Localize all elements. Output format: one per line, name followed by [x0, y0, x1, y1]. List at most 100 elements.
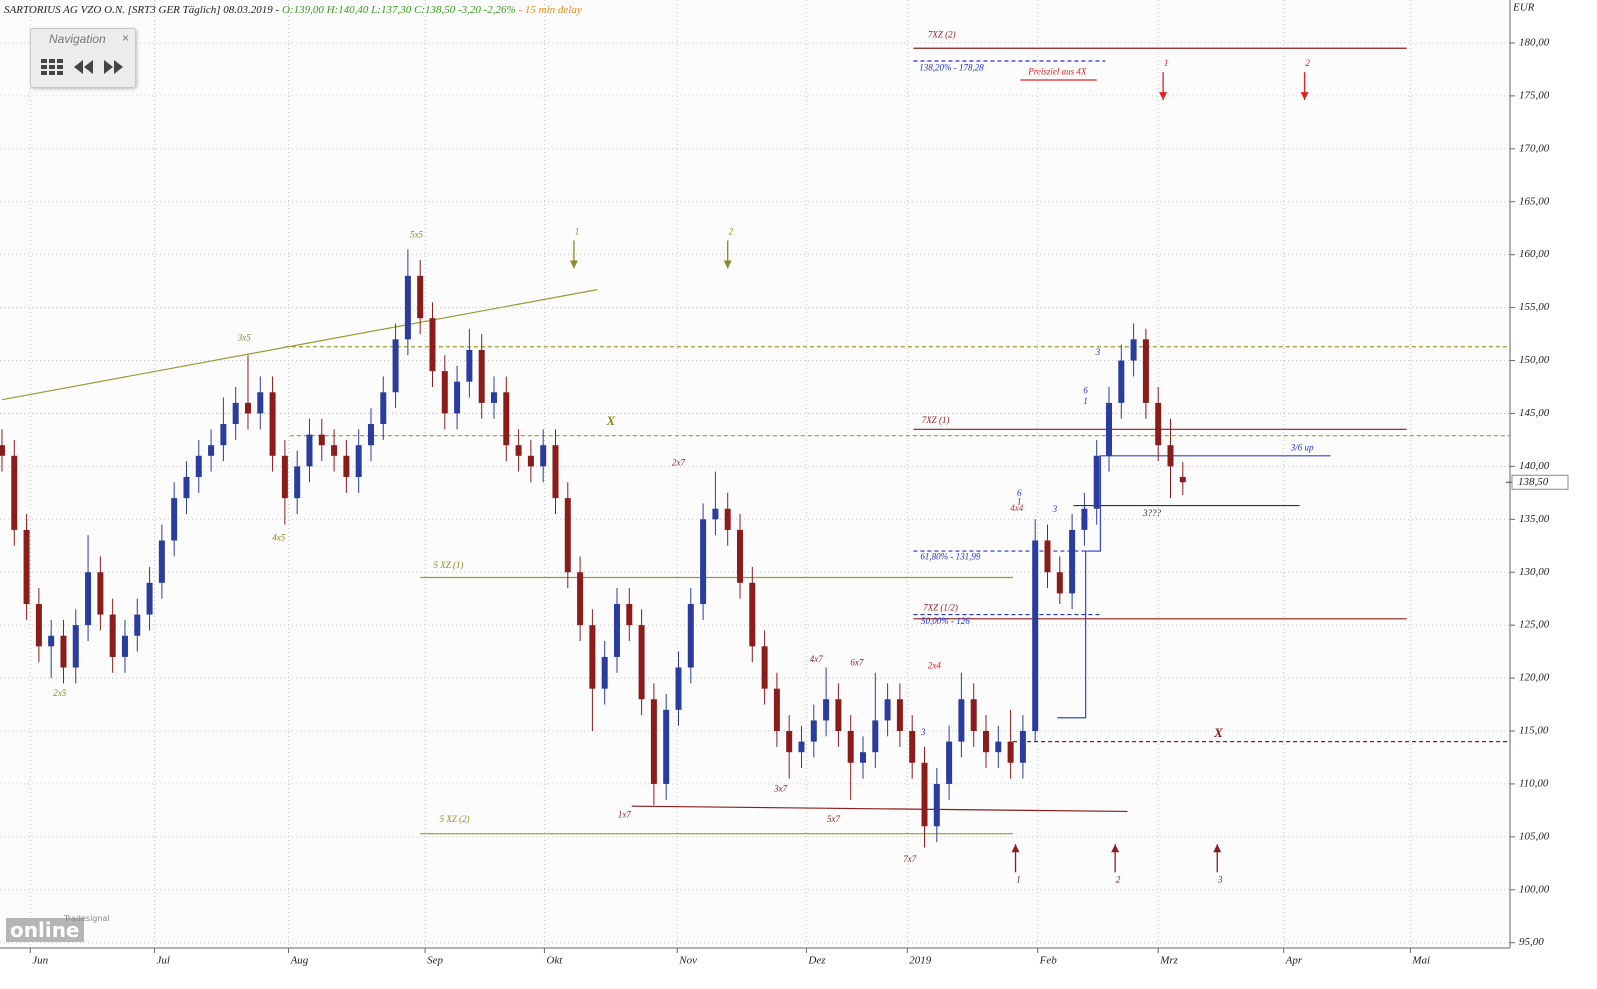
candle-body	[490, 392, 497, 403]
y-tick-label: 160,00	[1519, 248, 1550, 260]
annotation: 2x7	[672, 457, 685, 467]
candle-body	[355, 445, 362, 477]
candle-body	[466, 349, 473, 382]
annotation: 6x7	[850, 657, 863, 667]
candle-body	[946, 741, 953, 784]
y-tick-label: 100,00	[1519, 883, 1550, 895]
logo-big: online	[6, 918, 84, 942]
candle-body	[1142, 339, 1149, 403]
candle-body	[417, 275, 424, 319]
annotation: 61,80% - 131,99	[920, 551, 980, 561]
candle-body	[835, 699, 842, 732]
annotation: 1	[1017, 496, 1022, 506]
arrow-label: 2	[728, 227, 733, 237]
arrow-label: 1	[1164, 58, 1169, 68]
candle-body	[761, 646, 768, 689]
candle-body	[527, 455, 534, 467]
annotation: 3	[920, 727, 926, 737]
candle-body	[257, 392, 264, 414]
grid-icon[interactable]	[41, 59, 63, 75]
plot-background	[0, 0, 1510, 948]
candle-body	[958, 699, 965, 742]
candle-body	[712, 508, 719, 520]
back-button[interactable]	[74, 60, 93, 74]
candle-body	[1019, 731, 1026, 763]
candle-body	[1093, 455, 1100, 509]
candle-body	[392, 339, 399, 393]
x-tick-label: Dez	[807, 955, 826, 967]
y-tick-label: 110,00	[1519, 777, 1549, 789]
candle-body	[306, 434, 313, 467]
candle-body	[773, 688, 780, 732]
candle-body	[1167, 445, 1174, 467]
candle-body	[158, 540, 165, 583]
y-tick-label: 140,00	[1519, 460, 1550, 472]
y-tick-label: 95,00	[1519, 936, 1544, 948]
logo-small: Tradesignal	[64, 914, 110, 923]
arrow-head	[1159, 92, 1168, 101]
navigation-panel: Navigation ×	[30, 28, 136, 88]
last-price-label: 138,50	[1518, 476, 1549, 488]
candle-body	[1179, 476, 1186, 483]
y-tick-label: 125,00	[1519, 619, 1550, 631]
title: SARTORIUS AG VZO O.N. [SRT3 GER Täglich]…	[4, 4, 280, 16]
annotation-line	[1057, 455, 1331, 719]
annotation: 5x5	[410, 230, 423, 240]
arrow-label: 2	[1116, 874, 1121, 884]
candle-body	[823, 699, 830, 721]
candle-body	[650, 699, 657, 784]
candle-body	[1081, 508, 1088, 530]
candle-body	[171, 498, 178, 541]
forward-button[interactable]	[104, 60, 123, 74]
candle-body	[687, 603, 694, 668]
candle-body	[1056, 572, 1063, 594]
candle-body	[700, 519, 707, 604]
candle-body	[638, 625, 645, 700]
last-price-box	[1511, 474, 1569, 490]
change: C:138,50 -3,20 -2,26%	[413, 4, 516, 16]
y-tick-label: 155,00	[1519, 301, 1550, 313]
candle-body	[983, 731, 990, 753]
logo: Tradesignal online	[6, 912, 110, 942]
annotation: 1	[1083, 396, 1088, 406]
candle-body	[331, 445, 338, 456]
candle-body	[589, 625, 596, 689]
candle-body	[1155, 402, 1162, 446]
arrow-label: 3	[1217, 874, 1223, 884]
arrow-head	[723, 260, 732, 269]
navigation-title: Navigation	[49, 32, 106, 46]
y-tick-label: 115,00	[1519, 725, 1549, 737]
annotation: 7XZ (1/2)	[923, 602, 958, 612]
candle-body	[318, 434, 325, 446]
annotation: 7XZ (1)	[922, 415, 950, 425]
arrow-head	[1300, 92, 1309, 101]
annotation: 6	[1017, 488, 1022, 498]
axis-background	[1510, 0, 1597, 989]
candle-body	[933, 783, 940, 827]
candle-body	[11, 455, 18, 530]
arrow-head	[1213, 844, 1222, 853]
y-tick-label: 180,00	[1519, 37, 1550, 49]
annotation: 7x7	[903, 854, 916, 864]
x-tick-label: Nov	[678, 955, 697, 967]
candle-body	[1118, 360, 1125, 403]
delay: - 15 min delay	[518, 4, 582, 16]
candle-body	[564, 498, 571, 573]
candle-body	[232, 402, 239, 425]
close-button[interactable]: ×	[121, 31, 129, 45]
candle-body	[786, 731, 793, 753]
candle-body	[404, 275, 411, 340]
candle-body	[0, 445, 5, 456]
y-tick-label: 120,00	[1519, 672, 1550, 684]
arrow-head	[569, 260, 578, 269]
candle-body	[1106, 402, 1113, 456]
annotation: Preisziel aus 4X	[1027, 67, 1087, 77]
candle-body	[281, 455, 288, 499]
annotation-line	[631, 805, 1128, 813]
candle-body	[60, 635, 67, 668]
annotation: 4x7	[810, 654, 823, 664]
annotation: 4x4	[1010, 503, 1023, 513]
annotation: 3	[1095, 347, 1101, 357]
candle-body	[269, 392, 276, 456]
candle-body	[675, 667, 682, 710]
